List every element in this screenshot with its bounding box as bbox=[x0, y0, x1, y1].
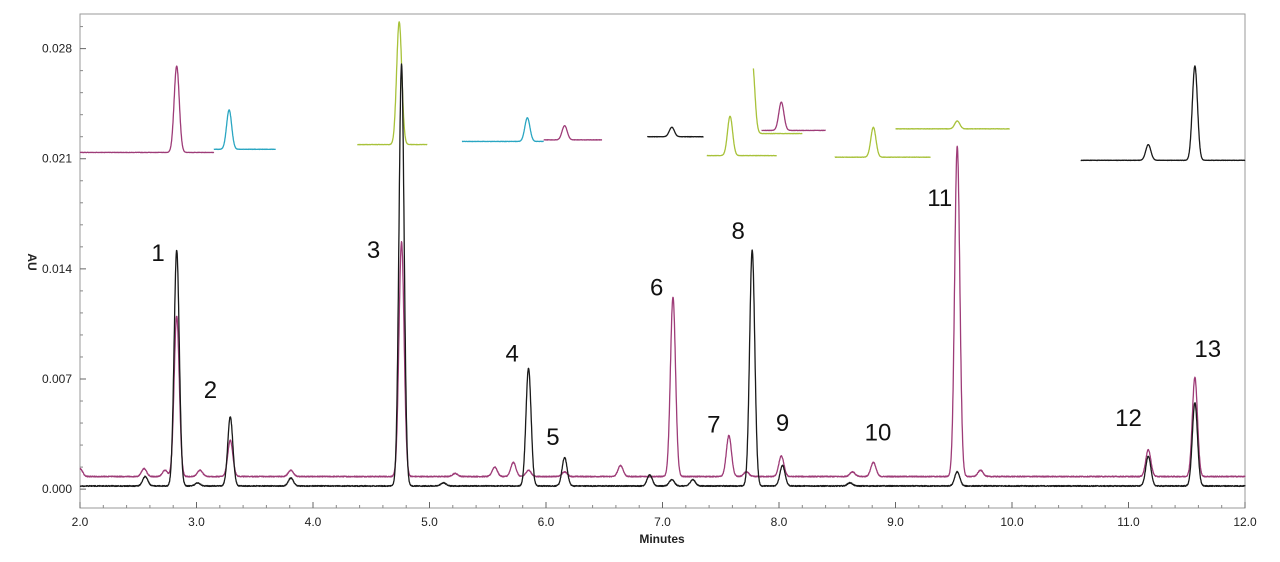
y-axis-title: AU bbox=[25, 253, 39, 270]
x-tick-label: 3.0 bbox=[188, 515, 205, 529]
y-tick-label: 0.007 bbox=[42, 372, 72, 386]
peak-label: 6 bbox=[650, 275, 663, 302]
inset-trace-magenta bbox=[543, 125, 603, 141]
x-tick-label: 10.0 bbox=[1000, 515, 1024, 529]
x-tick-label: 4.0 bbox=[305, 515, 322, 529]
x-tick-label: 7.0 bbox=[654, 515, 671, 529]
y-tick-label: 0.000 bbox=[42, 482, 72, 496]
peak-label: 7 bbox=[707, 411, 720, 438]
x-tick-label: 12.0 bbox=[1233, 515, 1257, 529]
inset-trace-black bbox=[646, 126, 704, 138]
peak-label: 4 bbox=[506, 341, 519, 368]
inset-trace-teal bbox=[213, 109, 277, 151]
inset-trace-green bbox=[895, 120, 1011, 130]
y-axis: 0.000 0.007 0.014 0.021 0.028 bbox=[42, 26, 86, 496]
peak-label: 13 bbox=[1194, 336, 1221, 363]
inset-traces bbox=[79, 21, 1246, 162]
peak-label: 11 bbox=[927, 185, 952, 212]
peak-label: 10 bbox=[865, 419, 892, 446]
inset-trace-green bbox=[706, 115, 778, 157]
peak-label: 12 bbox=[1115, 405, 1142, 432]
inset-trace-black bbox=[1080, 65, 1246, 162]
peak-label: 2 bbox=[204, 377, 217, 404]
peak-label: 8 bbox=[732, 218, 745, 245]
inset-trace-green bbox=[356, 21, 428, 146]
peak-label: 5 bbox=[546, 424, 559, 451]
inset-trace-teal bbox=[461, 117, 545, 143]
x-tick-label: 8.0 bbox=[771, 515, 788, 529]
x-tick-label: 5.0 bbox=[421, 515, 438, 529]
x-tick-label: 11.0 bbox=[1117, 515, 1140, 529]
peak-label: 9 bbox=[776, 410, 789, 437]
peak-label: 1 bbox=[151, 240, 164, 267]
x-tick-label: 2.0 bbox=[72, 515, 89, 529]
y-tick-label: 0.021 bbox=[42, 152, 72, 166]
x-tick-label: 6.0 bbox=[538, 515, 555, 529]
trace-black bbox=[79, 63, 1246, 488]
trace-magenta bbox=[79, 145, 1246, 478]
y-tick-label: 0.028 bbox=[42, 42, 72, 56]
y-tick-label: 0.014 bbox=[42, 262, 72, 276]
main-traces bbox=[79, 63, 1246, 488]
x-axis: 2.0 3.0 4.0 5.0 6.0 7.0 8.0 9.0 10.0 11.0 12.0 bbox=[72, 502, 1257, 529]
inset-trace-magenta bbox=[79, 65, 215, 154]
peak-label: 3 bbox=[367, 237, 380, 264]
inset-trace-green bbox=[834, 126, 931, 158]
x-axis-title: Minutes bbox=[639, 532, 685, 546]
x-tick-label: 9.0 bbox=[887, 515, 904, 529]
inset-trace-green bbox=[752, 68, 803, 135]
inset-trace-magenta bbox=[761, 101, 827, 132]
